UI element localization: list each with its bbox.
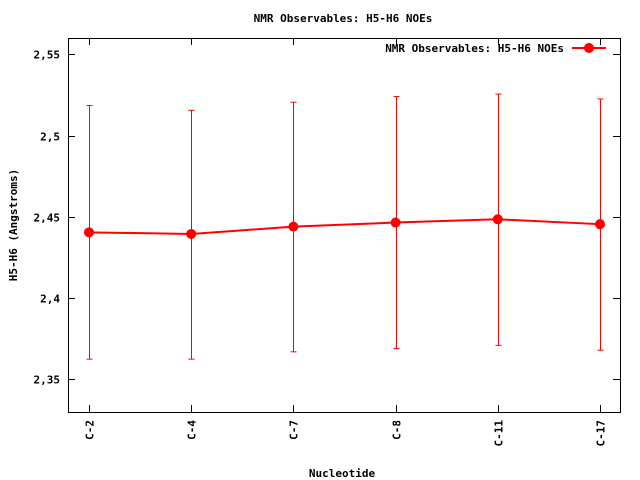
error-bars bbox=[86, 93, 604, 360]
series-line bbox=[88, 218, 601, 235]
chart-title: NMR Observables: H5-H6 NOEs bbox=[254, 12, 433, 25]
legend-marker bbox=[584, 43, 594, 53]
data-point bbox=[186, 228, 197, 239]
data-point bbox=[595, 219, 605, 230]
series-group bbox=[84, 214, 605, 239]
plot-frame bbox=[68, 38, 621, 413]
y-axis-label: H5-H6 (Angstroms) bbox=[7, 169, 20, 282]
legend-label: NMR Observables: H5-H6 NOEs bbox=[385, 42, 564, 55]
x-tick-label: C-7 bbox=[288, 420, 301, 440]
x-tick-label: C-11 bbox=[493, 420, 506, 447]
y-tick-label: 2,4 bbox=[40, 293, 60, 306]
y-tick-label: 2,35 bbox=[34, 374, 61, 387]
data-point bbox=[492, 214, 503, 225]
x-tick-label: C-8 bbox=[391, 420, 404, 440]
data-point bbox=[288, 221, 299, 232]
y-tick-label: 2,55 bbox=[34, 49, 61, 62]
x-axis: C-2 C-4 C-7 C-8 C-11 C-17 bbox=[84, 38, 608, 447]
y-tick-label: 2,45 bbox=[34, 212, 61, 225]
x-tick-label: C-2 bbox=[84, 420, 97, 440]
data-point bbox=[390, 217, 401, 228]
legend: NMR Observables: H5-H6 NOEs bbox=[385, 42, 606, 55]
data-point bbox=[84, 227, 94, 238]
y-tick-label: 2,5 bbox=[40, 131, 60, 144]
y-axis: 2,35 2,4 2,45 2,5 2,55 bbox=[34, 49, 620, 387]
x-tick-label: C-17 bbox=[595, 420, 608, 447]
x-tick-label: C-4 bbox=[186, 420, 199, 440]
x-axis-label: Nucleotide bbox=[309, 467, 376, 480]
